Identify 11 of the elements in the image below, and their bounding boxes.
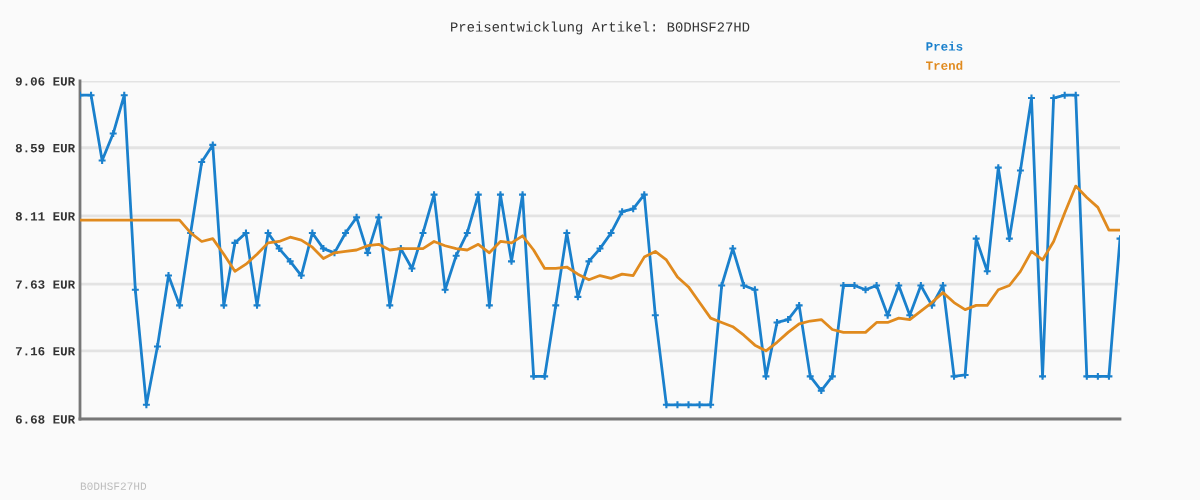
y-tick-label: 8.59 EUR	[15, 143, 76, 153]
text: Trend	[926, 60, 963, 70]
text: Preis	[926, 41, 963, 51]
text: B0DHSF27HD	[80, 482, 147, 490]
chart-title: Preisentwicklung Artikel: B0DHSF27HD	[451, 21, 750, 35]
y-tick-label: 6.68 EUR	[15, 415, 76, 424]
y-tick-label: 9.06 EUR	[15, 77, 76, 86]
y-tick-label: 8.11 EUR	[15, 212, 76, 221]
line-series	[80, 184, 1120, 353]
y-tick-label: 7.16 EUR	[15, 347, 76, 356]
y-tick-label: 7.63 EUR	[15, 280, 76, 289]
